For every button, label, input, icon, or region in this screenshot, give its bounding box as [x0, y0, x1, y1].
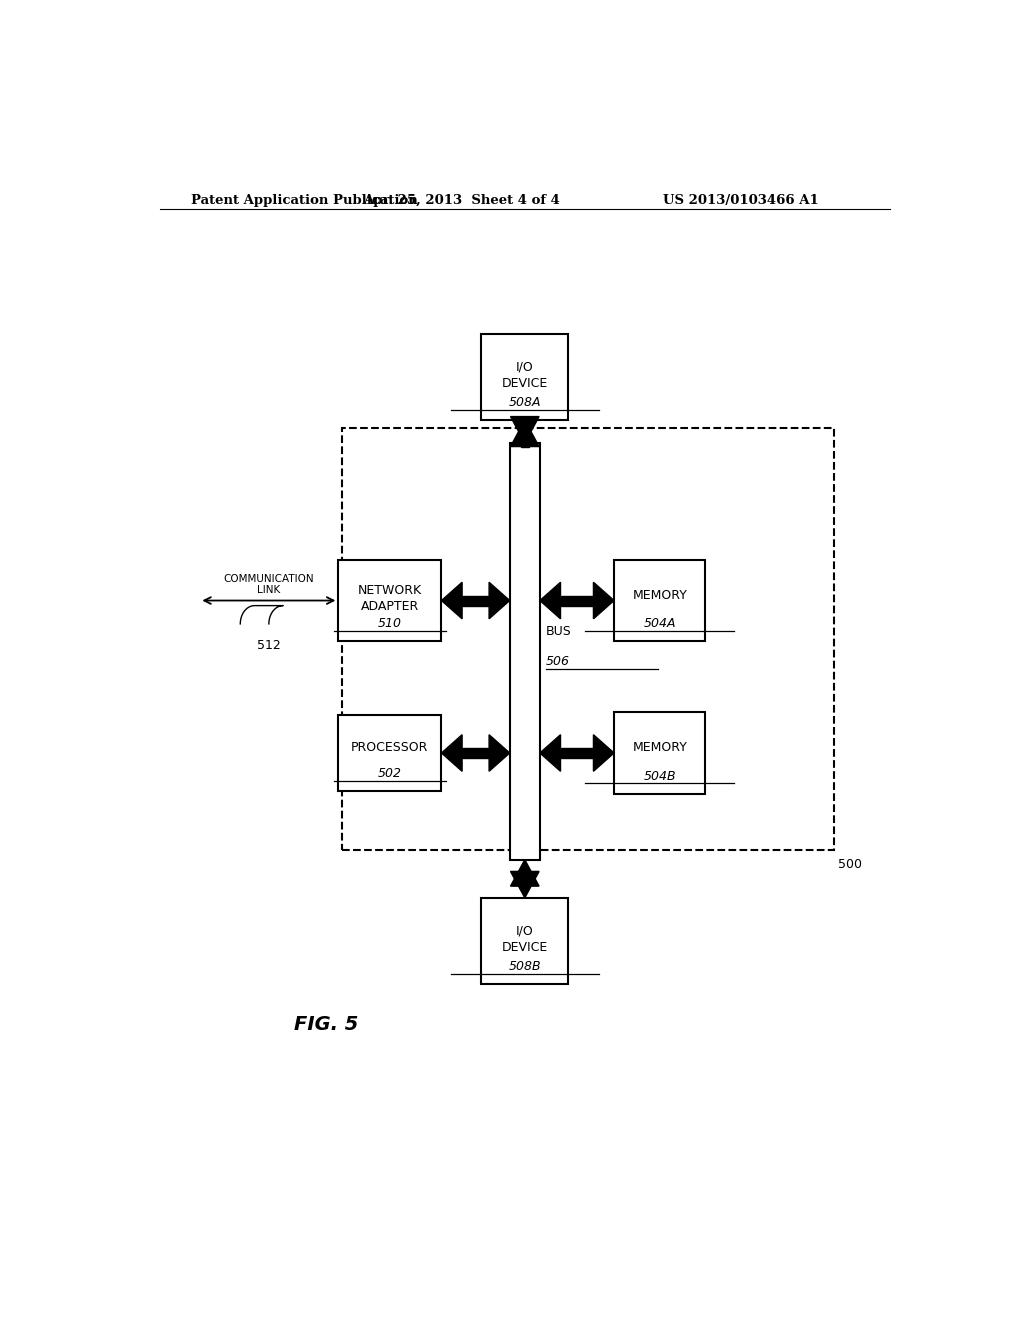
Polygon shape — [441, 735, 462, 771]
Text: DEVICE: DEVICE — [502, 376, 548, 389]
Polygon shape — [511, 871, 539, 898]
Bar — [521, 871, 528, 886]
Polygon shape — [489, 582, 510, 619]
Text: MEMORY: MEMORY — [632, 742, 687, 755]
Text: 502: 502 — [378, 767, 401, 780]
Bar — [614, 713, 706, 793]
Bar — [342, 428, 835, 850]
Polygon shape — [441, 582, 462, 619]
Polygon shape — [594, 582, 614, 619]
Bar — [614, 560, 706, 642]
Polygon shape — [489, 735, 510, 771]
Text: 504B: 504B — [643, 770, 676, 783]
Text: MEMORY: MEMORY — [632, 589, 687, 602]
Text: FIG. 5: FIG. 5 — [294, 1015, 358, 1034]
Text: 512: 512 — [257, 639, 281, 652]
Text: US 2013/0103466 A1: US 2013/0103466 A1 — [663, 194, 818, 207]
Bar — [521, 417, 528, 446]
Text: COMMUNICATION
LINK: COMMUNICATION LINK — [223, 574, 314, 595]
Bar — [560, 595, 594, 606]
Bar — [481, 334, 568, 420]
Text: Apr. 25, 2013  Sheet 4 of 4: Apr. 25, 2013 Sheet 4 of 4 — [362, 194, 560, 207]
Text: 500: 500 — [839, 858, 862, 871]
Bar — [338, 715, 441, 791]
Bar — [338, 560, 441, 642]
Polygon shape — [511, 417, 539, 444]
Bar — [510, 444, 540, 859]
Polygon shape — [511, 420, 539, 446]
Text: DEVICE: DEVICE — [502, 941, 548, 953]
Bar — [462, 748, 489, 758]
Bar — [560, 748, 594, 758]
Text: 504A: 504A — [643, 618, 676, 631]
Bar — [462, 595, 489, 606]
Polygon shape — [594, 735, 614, 771]
Text: 506: 506 — [546, 655, 570, 668]
Text: 510: 510 — [378, 618, 401, 631]
Text: I/O: I/O — [516, 924, 534, 937]
Polygon shape — [540, 582, 560, 619]
Text: NETWORK: NETWORK — [357, 583, 422, 597]
Text: BUS: BUS — [546, 624, 572, 638]
Text: PROCESSOR: PROCESSOR — [351, 742, 429, 755]
Text: 508A: 508A — [509, 396, 541, 409]
Polygon shape — [540, 735, 560, 771]
Text: Patent Application Publication: Patent Application Publication — [191, 194, 418, 207]
Polygon shape — [511, 859, 539, 886]
Text: I/O: I/O — [516, 360, 534, 374]
Text: 508B: 508B — [509, 961, 541, 973]
Text: ADAPTER: ADAPTER — [360, 601, 419, 612]
Bar — [481, 898, 568, 985]
